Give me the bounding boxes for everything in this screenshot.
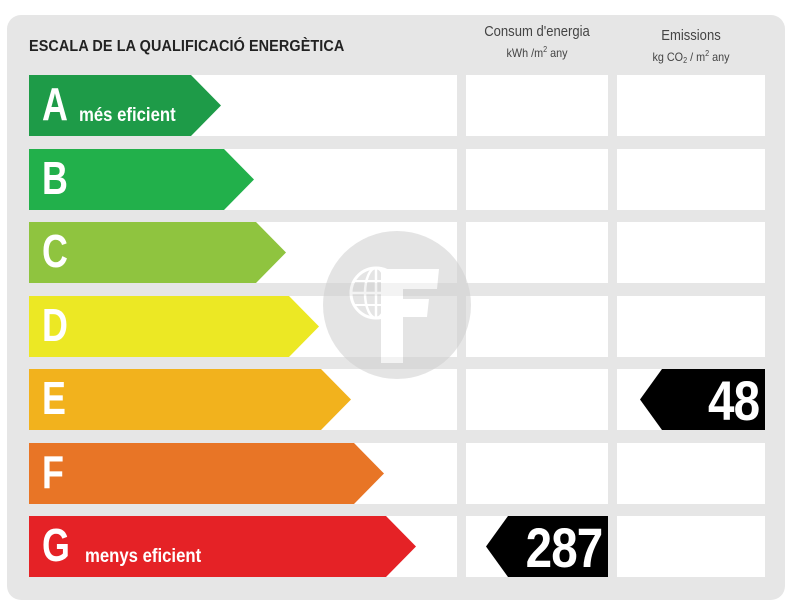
energy-column-title: Consum d'energia <box>484 24 590 40</box>
watermark-logo-icon <box>321 229 473 381</box>
energy-cell-d <box>466 296 608 357</box>
rating-letter: A <box>42 78 68 130</box>
energy-cell-c <box>466 222 608 283</box>
emissions-cell-a <box>617 75 765 136</box>
emissions-cell-d <box>617 296 765 357</box>
rating-arrow-f: F <box>29 443 384 504</box>
page-title: ESCALA DE LA QUALIFICACIÓ ENERGÈTICA <box>29 38 345 55</box>
rating-arrow-e: E <box>29 369 351 430</box>
energy-rating-value: 287 <box>525 516 603 579</box>
emissions-cell-c <box>617 222 765 283</box>
rating-letter: F <box>42 446 64 498</box>
energy-cell-b <box>466 149 608 210</box>
emissions-rating-marker: 48 <box>640 369 765 432</box>
energy-cell-a <box>466 75 608 136</box>
energy-rating-marker: 287 <box>486 516 608 579</box>
rating-arrow-d: D <box>29 296 319 357</box>
emissions-column-title: Emissions <box>661 28 721 44</box>
rating-letter: C <box>42 225 68 277</box>
emissions-cell-g <box>617 516 765 577</box>
rating-descriptor: més eficient <box>79 105 176 126</box>
emissions-rating-value: 48 <box>707 369 760 432</box>
emissions-cell-b <box>617 149 765 210</box>
energy-column-header: Consum d'energia kWh /m2 any <box>466 24 608 60</box>
rating-arrow-b: B <box>29 149 254 210</box>
energy-cell-e <box>466 369 608 430</box>
rating-descriptor: menys eficient <box>85 546 202 567</box>
rating-letter: E <box>42 372 66 424</box>
rating-letter: B <box>42 152 68 204</box>
emissions-column-header: Emissions kg CO2 / m2 any <box>617 28 765 65</box>
rating-letter: G <box>42 519 70 571</box>
energy-column-unit: kWh /m2 any <box>506 45 568 60</box>
rating-arrow-c: C <box>29 222 286 283</box>
rating-letter: D <box>42 299 68 351</box>
emissions-column-unit: kg CO2 / m2 any <box>652 49 730 65</box>
emissions-cell-f <box>617 443 765 504</box>
energy-cell-f <box>466 443 608 504</box>
